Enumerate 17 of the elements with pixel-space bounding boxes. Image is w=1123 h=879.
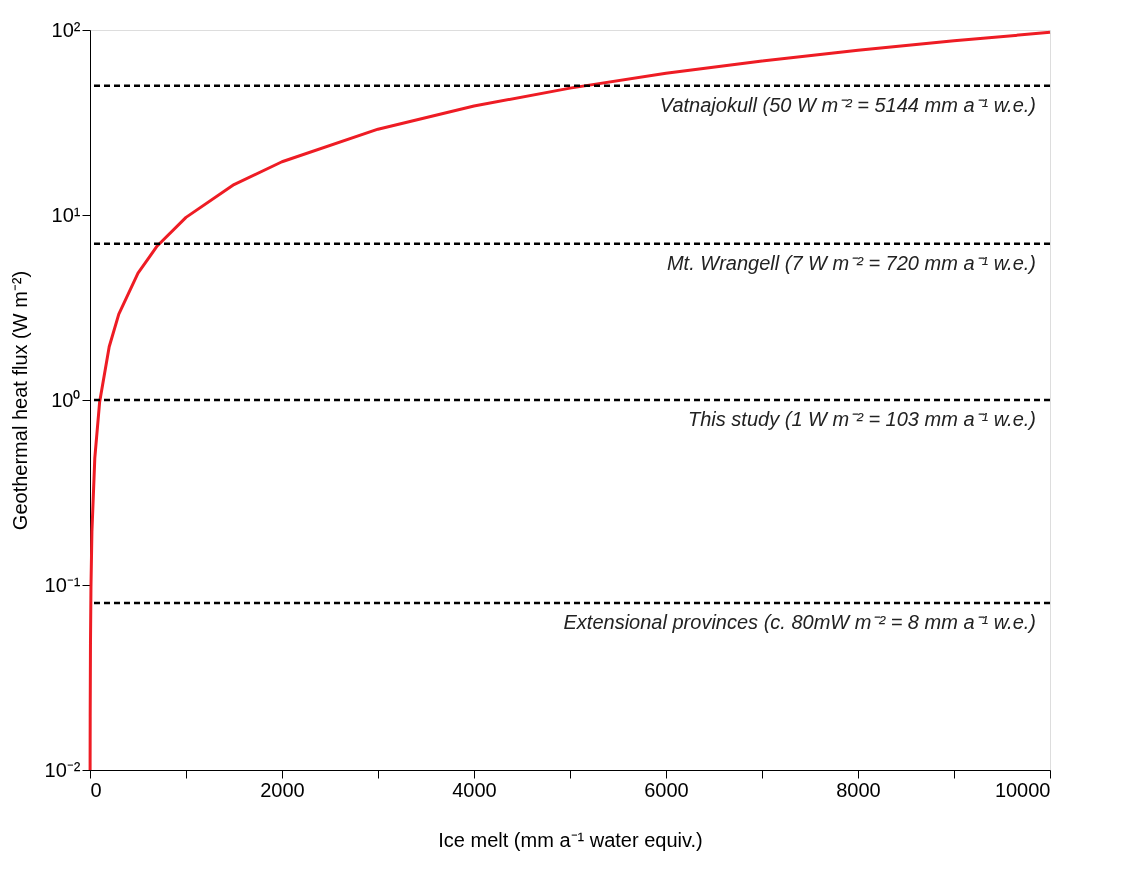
x-tick-label: 4000 [452,778,497,801]
x-axis-title: Ice melt (mm a⁻¹ water equiv.) [438,828,703,851]
ref-line-label: Extensional provinces (c. 80mW m⁻² = 8 mm a⁻¹ w.e.) [563,610,1036,633]
x-tick-label: 8000 [836,778,881,801]
y-tick-label: 10¹ [51,203,81,226]
y-tick-label: 10⁰ [51,388,81,411]
y-tick-label: 10⁻¹ [44,573,81,596]
ref-line-label: This study (1 W m⁻² = 103 mm a⁻¹ w.e.) [688,408,1036,430]
ref-line-label: Mt. Wrangell (7 W m⁻² = 720 mm a⁻¹ w.e.) [666,251,1036,274]
y-tick-label: 10² [51,18,81,41]
y-tick-label: 10⁻² [44,758,81,781]
x-tick-label: 0 [90,778,102,801]
x-tick-label: 6000 [644,778,689,801]
x-tick-label: 2000 [260,778,305,801]
y-axis-title: Geothermal heat flux (W m⁻²) [8,270,31,531]
ref-line-label: Vatnajokull (50 W m⁻² = 5144 mm a⁻¹ w.e.) [659,93,1036,116]
x-tick-label: 10000 [994,778,1051,801]
